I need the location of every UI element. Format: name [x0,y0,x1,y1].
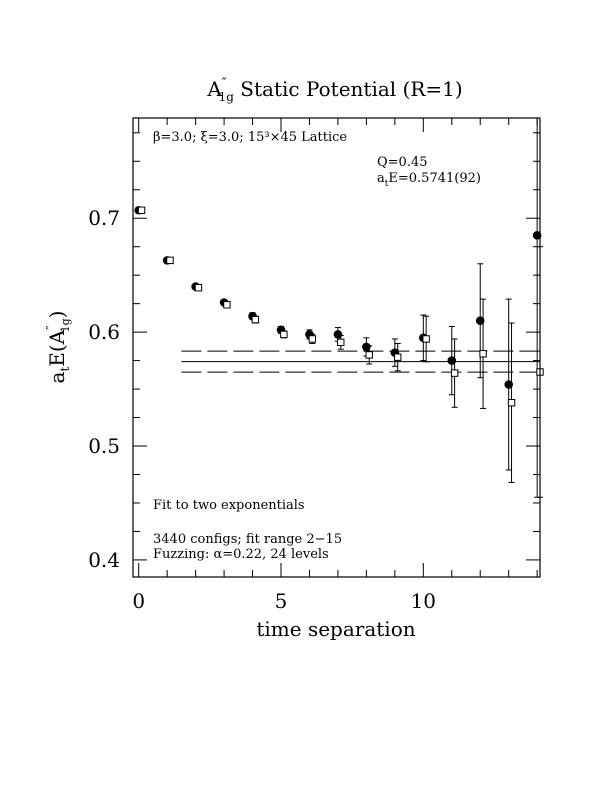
data-point-square [422,335,430,343]
energy-annotation: atE=0.5741(92) [377,171,481,189]
data-point-square [393,353,402,361]
data-point-square [280,330,288,339]
x-tick-label: 10 [411,589,436,613]
data-point-square [251,315,260,324]
plot-frame [132,117,541,578]
configs-annotation: 3440 configs; fit range 2−15 [153,532,342,547]
data-point-square [507,399,516,407]
y-tick-label: 0.7 [88,206,120,230]
x-axis-label: time separation [256,617,415,641]
data-point-circle [447,356,457,365]
axis-ticks: 0 5 10 0.4 0.5 0.6 0.7 [88,118,540,613]
data-point-square [365,351,373,359]
fuzzing-annotation: Fuzzing: α=0.22, 24 levels [153,547,329,562]
data-point-square [308,335,317,343]
y-axis-label: atE(A″1g) [44,311,72,384]
data-point-circle [475,316,485,326]
data-points [134,117,544,498]
y-tick-label: 0.5 [88,434,120,458]
y-tick-label: 0.4 [88,548,120,572]
chart-title: A″ 1g Static Potential (R=1) [206,76,462,104]
x-tick-label: 0 [132,589,145,613]
data-point-circle [333,330,343,339]
data-point-square [479,350,487,358]
lattice-annotation: β=3.0; ξ=3.0; 15³×45 Lattice [153,130,347,145]
data-point-circle [532,231,542,240]
data-point-square [137,206,146,214]
data-point-circle [362,342,371,352]
data-point-square [450,369,459,377]
y-tick-label: 0.6 [88,320,120,344]
fit-description: Fit to two exponentials [153,498,305,513]
data-point-circle [504,380,513,389]
data-point-square [194,284,203,292]
data-point-square [166,256,174,265]
data-point-square [223,301,231,309]
data-point-square [337,338,345,347]
q-value-annotation: Q=0.45 [377,155,428,170]
x-tick-label: 5 [275,589,288,613]
